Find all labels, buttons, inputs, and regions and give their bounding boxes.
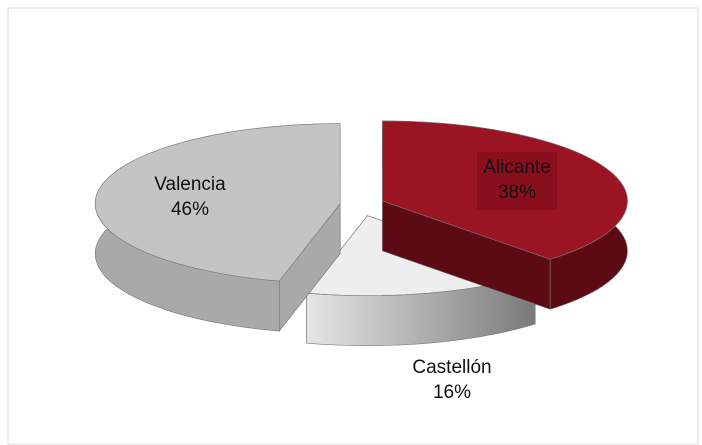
slice-label: Alicante <box>483 157 551 178</box>
pie <box>94 120 628 346</box>
slice <box>94 123 341 332</box>
slice-label: Castellón <box>412 357 491 378</box>
slice-top <box>94 123 341 282</box>
slice-value: 38% <box>498 182 536 203</box>
slice-label: Valencia <box>154 174 226 195</box>
label-box <box>477 152 557 210</box>
slice-value: 46% <box>171 199 209 220</box>
labels: Alicante 38% Castellón 16% Valencia 46% <box>154 152 557 403</box>
slice-value: 16% <box>433 382 471 403</box>
